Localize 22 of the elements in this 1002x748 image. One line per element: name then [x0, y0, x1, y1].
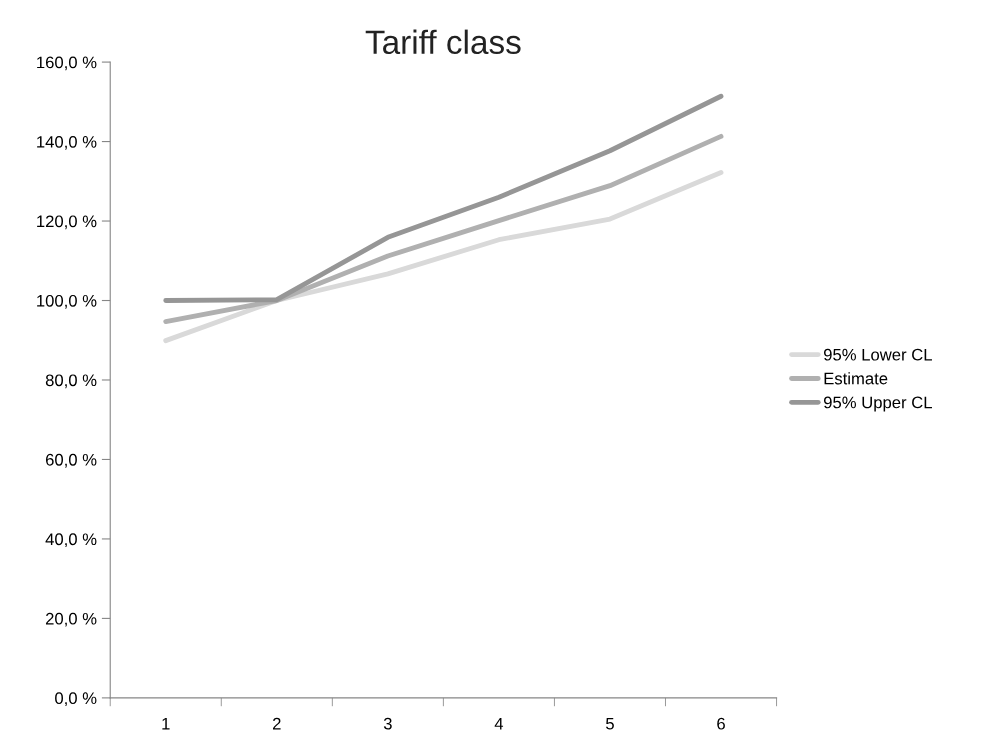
x-tick-label: 5 [606, 717, 614, 730]
line-series [163, 133, 724, 324]
chart-title: Tariff class [365, 29, 521, 55]
line-series [163, 93, 724, 303]
y-tick-label: 20,0 % [45, 612, 97, 627]
legend-label: Estimate [824, 372, 888, 385]
y-tick-label: 100,0 % [37, 294, 97, 309]
y-tick-label: 60,0 % [45, 453, 97, 468]
y-tick-label: 80,0 % [45, 374, 97, 389]
y-tick-label: 120,0 % [37, 215, 97, 230]
x-tick-label: 4 [494, 717, 504, 730]
line-series [163, 170, 724, 344]
x-tick-label: 2 [273, 717, 281, 730]
x-tick-label: 1 [162, 717, 170, 730]
x-tick-label: 3 [383, 717, 392, 730]
legend-label: 95% Upper CL [824, 396, 932, 412]
legend-label: 95% Lower CL [824, 348, 932, 361]
y-tick-label: 40,0 % [45, 533, 97, 548]
y-tick-label: 0,0 % [55, 692, 97, 707]
y-tick-label: 160,0 % [37, 56, 97, 71]
x-tick-label: 6 [717, 717, 725, 730]
y-tick-label: 140,0 % [37, 135, 97, 150]
